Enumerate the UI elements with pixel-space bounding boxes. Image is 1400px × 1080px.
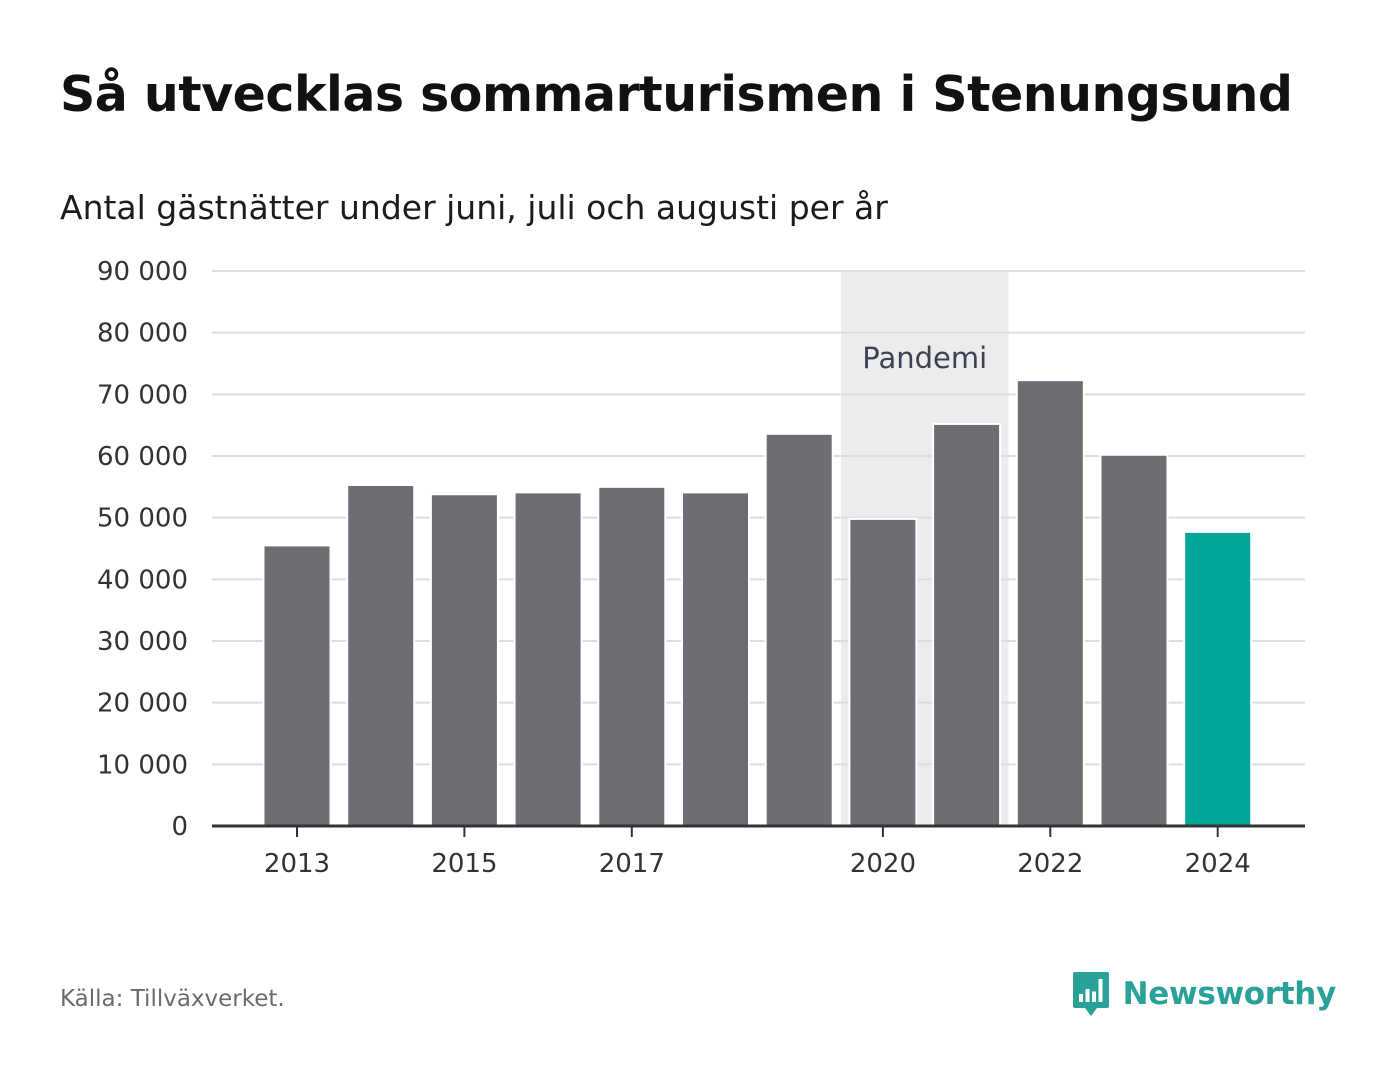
x-tick-label: 2013 xyxy=(264,849,330,879)
brand-logo: Newsworthy xyxy=(1071,970,1336,1018)
bar-2018 xyxy=(681,491,750,827)
bars xyxy=(262,379,1253,828)
y-tick-label: 90 000 xyxy=(97,257,188,287)
y-tick-label: 0 xyxy=(171,812,188,842)
bar-2017 xyxy=(597,485,667,827)
bar-2013 xyxy=(262,544,332,828)
bar-2015 xyxy=(429,493,499,827)
x-tick-label: 2020 xyxy=(850,849,916,879)
pandemic-label: Pandemi xyxy=(862,341,987,375)
y-tick-label: 10 000 xyxy=(97,750,188,780)
y-tick-label: 20 000 xyxy=(97,689,188,719)
y-tick-label: 30 000 xyxy=(97,627,188,657)
bar-2014 xyxy=(346,483,416,827)
bar-2021 xyxy=(932,422,1002,827)
chart-subtitle: Antal gästnätter under juni, juli och au… xyxy=(60,188,888,227)
y-tick-label: 60 000 xyxy=(97,442,188,472)
source-note: Källa: Tillväxverket. xyxy=(60,986,285,1012)
bar-2020 xyxy=(848,517,918,828)
y-tick-label: 70 000 xyxy=(97,380,188,410)
bar-2024 xyxy=(1183,530,1253,827)
brand-name: Newsworthy xyxy=(1122,976,1337,1012)
y-tick-label: 40 000 xyxy=(97,565,188,595)
bar-2023 xyxy=(1099,453,1169,827)
x-tick-label: 2024 xyxy=(1185,849,1251,879)
x-tick-label: 2022 xyxy=(1017,849,1083,879)
newsworthy-chart-logo-icon xyxy=(1072,972,1109,1016)
y-tick-label: 80 000 xyxy=(97,319,188,349)
bar-2016 xyxy=(513,491,583,827)
bar-2019 xyxy=(764,432,834,827)
x-tick-label: 2015 xyxy=(431,849,497,879)
x-tick-label: 2017 xyxy=(599,849,665,879)
bar-2022 xyxy=(1015,379,1085,827)
axes: 0 10 000 20 000 30 000 40 000 50 000 60 000 70 … xyxy=(97,257,1305,879)
y-tick-label: 50 000 xyxy=(97,504,188,534)
chart-title: Så utvecklas sommarturismen i Stenungsun… xyxy=(60,66,1293,123)
